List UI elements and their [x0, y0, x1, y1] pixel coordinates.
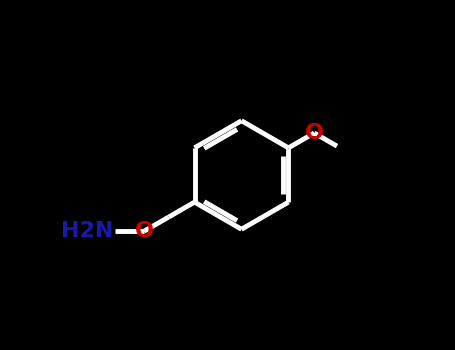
- Text: H2N: H2N: [61, 221, 113, 241]
- Text: O: O: [134, 221, 153, 241]
- Text: O: O: [305, 123, 324, 143]
